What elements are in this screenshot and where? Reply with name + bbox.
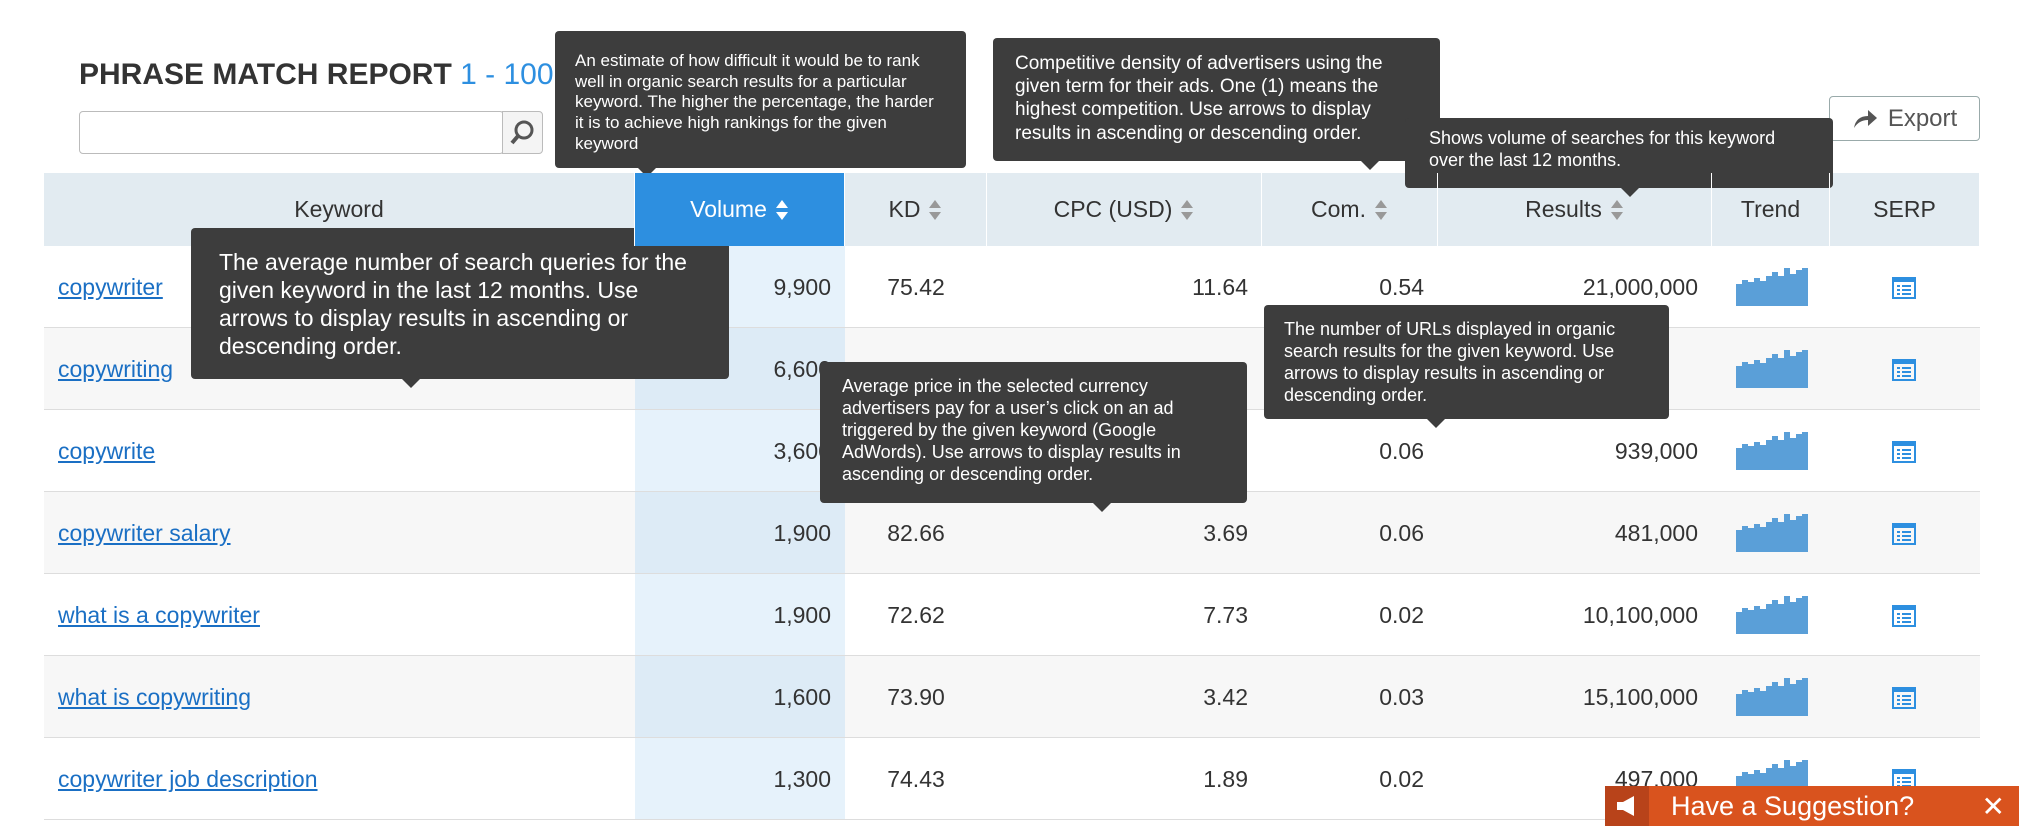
keyword-link[interactable]: copywriter job description <box>58 765 318 792</box>
column-label: SERP <box>1873 196 1936 222</box>
kd-cell: 73.90 <box>887 683 945 710</box>
volume-tooltip: The average number of search queries for… <box>191 228 729 388</box>
trend-tooltip: Shows volume of searches for this keywor… <box>1405 118 1833 197</box>
column-header: Keyword <box>44 173 635 246</box>
table-row <box>44 574 1980 656</box>
volume-bg <box>635 410 845 491</box>
volume-bg <box>635 492 845 573</box>
numeric-cell: 0.06 <box>1379 519 1424 546</box>
serp-icon[interactable] <box>1892 277 1916 299</box>
export-button[interactable]: Export <box>1829 96 1980 141</box>
column-label: Keyword <box>294 196 384 222</box>
numeric-cell: 3,600 <box>773 437 831 464</box>
column-label: KD <box>888 196 921 222</box>
title-text: PHRASE MATCH REPORT <box>79 58 452 91</box>
table-row <box>44 492 1980 574</box>
column-header: Trend <box>1712 173 1830 246</box>
keyword-link[interactable]: copywriter <box>58 273 163 300</box>
trend-icon <box>1736 350 1808 388</box>
kd-tooltip: An estimate of how difficult it would be… <box>555 31 966 177</box>
trend-icon <box>1736 596 1808 634</box>
keyword-link[interactable]: what is a copywriter <box>58 601 260 628</box>
numeric-cell: 3.69 <box>1203 519 1248 546</box>
trend-icon <box>1736 432 1808 470</box>
search-input[interactable] <box>79 111 504 154</box>
numeric-cell: 481,000 <box>1614 519 1698 546</box>
column-header[interactable]: Results <box>1438 173 1712 246</box>
volume-bg <box>635 656 845 737</box>
numeric-cell: 1.89 <box>1203 765 1248 792</box>
report-title: PHRASE MATCH REPORT 1 - 100 <box>79 58 554 92</box>
numeric-cell: 0.02 <box>1379 601 1424 628</box>
numeric-cell: 10,100,000 <box>1582 601 1698 628</box>
kd-cell: 74.43 <box>887 765 945 792</box>
keyword-cell: what is a copywriter <box>44 574 635 656</box>
serp-icon[interactable] <box>1892 605 1916 627</box>
column-header[interactable]: Com. <box>1262 173 1438 246</box>
column-header[interactable]: KD <box>845 173 987 246</box>
trend-icon <box>1736 268 1808 306</box>
keyword-link[interactable]: copywriter salary <box>58 519 231 546</box>
numeric-cell: 0.02 <box>1379 765 1424 792</box>
keyword-cell: what is copywriting <box>44 656 635 738</box>
kd-cell: 82.66 <box>887 519 945 546</box>
numeric-cell: 9,900 <box>773 273 831 300</box>
numeric-cell: 21,000,000 <box>1582 273 1698 300</box>
column-label: Results <box>1525 196 1602 222</box>
numeric-cell: 1,900 <box>773 519 831 546</box>
keyword-link[interactable]: copywriting <box>58 355 174 382</box>
results-tooltip: The number of URLs displayed in organic … <box>1264 305 1669 428</box>
com-tooltip: Competitive density of advertisers using… <box>993 38 1440 170</box>
export-label: Export <box>1887 104 1958 132</box>
range: 1 - 100 <box>460 58 554 91</box>
volume-bg <box>635 574 845 655</box>
numeric-cell: 3.42 <box>1203 683 1248 710</box>
keyword-cell: copywriting <box>44 328 635 410</box>
keyword-link[interactable]: copywrite <box>58 437 156 464</box>
kd-cell: 75.42 <box>887 273 945 300</box>
serp-icon[interactable] <box>1892 359 1916 381</box>
numeric-cell: 0.06 <box>1379 437 1424 464</box>
column-label: Trend <box>1740 196 1801 222</box>
numeric-cell: 1,600 <box>773 683 831 710</box>
volume-bg <box>635 738 845 819</box>
suggestion-label: Have a Suggestion? <box>1671 790 1915 821</box>
numeric-cell: 11.64 <box>1192 273 1248 300</box>
numeric-cell: 1,900 <box>773 601 831 628</box>
serp-icon[interactable] <box>1892 523 1916 545</box>
megaphone-icon <box>1605 786 1649 826</box>
keyword-cell: copywriter <box>44 246 635 328</box>
trend-icon <box>1736 514 1808 552</box>
column-header[interactable]: Volume <box>635 173 845 246</box>
column-header[interactable]: CPC (USD) <box>987 173 1262 246</box>
keyword-cell: copywriter salary <box>44 492 635 574</box>
table-row <box>44 656 1980 738</box>
numeric-cell: 1,300 <box>773 765 831 792</box>
serp-icon[interactable] <box>1892 441 1916 463</box>
export-icon <box>1853 109 1877 128</box>
numeric-cell: 939,000 <box>1614 437 1698 464</box>
numeric-cell: 7.73 <box>1203 601 1248 628</box>
keyword-link[interactable]: what is copywriting <box>58 683 252 710</box>
suggestion-banner[interactable]: Have a Suggestion? ✕ <box>1605 786 2019 826</box>
kd-cell: 72.62 <box>887 601 945 628</box>
cpc-tooltip: Average price in the selected currency a… <box>820 362 1247 512</box>
numeric-cell: 0.54 <box>1379 273 1424 300</box>
close-icon[interactable]: ✕ <box>1981 790 2005 822</box>
keyword-cell: copywrite <box>44 410 635 492</box>
trend-icon <box>1736 678 1808 716</box>
column-label: CPC (USD) <box>1053 196 1173 222</box>
numeric-cell: 0.03 <box>1379 683 1424 710</box>
numeric-cell: 15,100,000 <box>1582 683 1698 710</box>
search-icon <box>510 120 534 145</box>
column-label: Com. <box>1311 196 1366 222</box>
serp-icon[interactable] <box>1892 687 1916 709</box>
keyword-cell: copywriter job description <box>44 738 635 820</box>
search-button[interactable] <box>502 111 543 154</box>
column-header: SERP <box>1830 173 1980 246</box>
column-label: Volume <box>690 196 767 222</box>
